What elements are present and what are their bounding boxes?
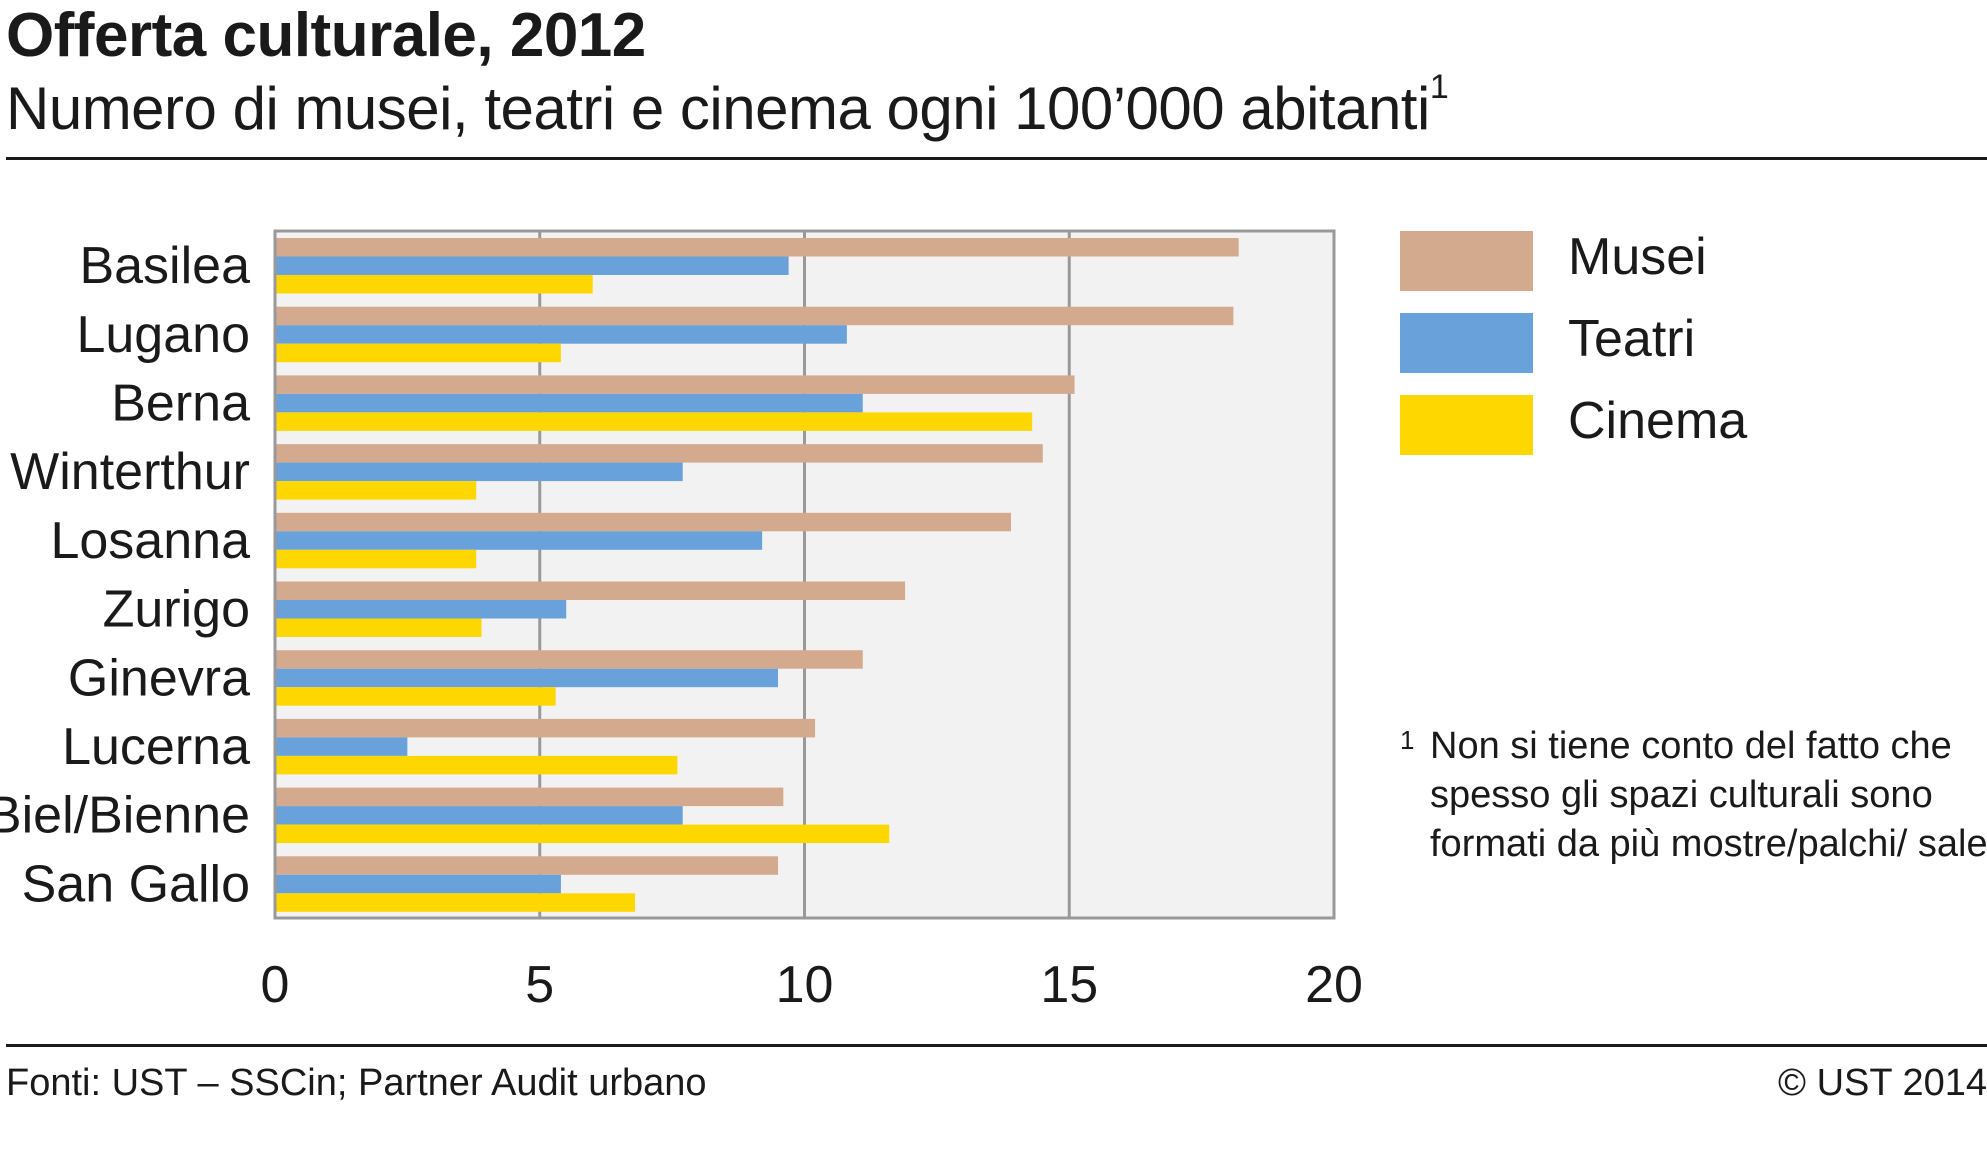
category-labels: Basilea Lugano Berna Winterthur Losanna Zurig… [0, 237, 250, 913]
bar-teatri-ginevra [275, 668, 779, 688]
category-label: Losanna [50, 512, 250, 570]
bar-teatri-berna [275, 393, 863, 413]
bar-musei-berna [275, 375, 1075, 394]
bar-teatri-losanna [275, 531, 763, 550]
chart-title: Offerta culturale, 2012 [6, 1, 646, 70]
x-axis-ticks: 0 5 10 15 20 [261, 956, 1363, 1014]
category-label: San Gallo [22, 855, 250, 913]
bar-cinema-winterthur [275, 481, 477, 500]
bar-musei-zurigo [275, 581, 906, 600]
bar-cinema-lucerna [275, 755, 678, 775]
category-label: Lucerna [62, 718, 250, 776]
bar-cinema-san-gallo [275, 893, 636, 912]
bars [275, 238, 1239, 912]
x-tick-label: 5 [525, 956, 554, 1014]
bar-musei-lucerna [275, 718, 816, 738]
x-tick-label: 0 [261, 956, 290, 1014]
bar-musei-ginevra [275, 650, 863, 669]
x-tick-label: 15 [1040, 956, 1098, 1014]
legend-swatch [1400, 231, 1533, 291]
bar-cinema-basilea [275, 275, 593, 294]
category-label: Lugano [76, 306, 250, 364]
bar-teatri-zurigo [275, 600, 567, 619]
bar-teatri-biel-bienne [275, 806, 683, 825]
bar-teatri-basilea [275, 256, 789, 275]
legend-label: Cinema [1568, 392, 1748, 450]
bar-cinema-ginevra [275, 687, 556, 706]
bar-musei-winterthur [275, 444, 1043, 463]
bar-teatri-winterthur [275, 462, 683, 482]
legend-label: Musei [1568, 228, 1707, 286]
x-tick-label: 20 [1305, 956, 1363, 1014]
subtitle-footnote-mark: 1 [1429, 68, 1449, 106]
bar-cinema-losanna [275, 549, 477, 569]
subtitle-text: Numero di musei, teatri e cinema ogni 10… [6, 75, 1430, 142]
legend-label: Teatri [1568, 310, 1696, 368]
legend-swatch [1400, 313, 1533, 373]
category-label: Ginevra [68, 649, 250, 707]
legend-swatch [1400, 395, 1533, 455]
category-label: Winterthur [10, 443, 250, 501]
category-label: Berna [111, 374, 250, 432]
copyright: © UST 2014 [1778, 1062, 1987, 1104]
bar-cinema-berna [275, 412, 1033, 431]
footnote-text: Non si tiene conto del fatto che spesso … [1430, 725, 1987, 865]
bar-musei-san-gallo [275, 856, 779, 875]
header-rule [6, 157, 1987, 160]
footnote-mark: 1 [1400, 725, 1415, 755]
source-note: Fonti: UST – SSCin; Partner Audit urbano [6, 1062, 707, 1104]
category-label: Biel/Bienne [0, 787, 250, 845]
x-tick-label: 10 [776, 956, 834, 1014]
category-label: Zurigo [103, 581, 250, 639]
plot-frame [273, 229, 1336, 920]
bar-musei-losanna [275, 512, 1012, 532]
bar-cinema-zurigo [275, 618, 482, 637]
bar-teatri-san-gallo [275, 874, 561, 894]
chart-subtitle: Numero di musei, teatri e cinema ogni 10… [6, 68, 1449, 143]
bar-musei-basilea [275, 238, 1239, 257]
bar-cinema-lugano [275, 343, 561, 363]
category-label: Basilea [79, 237, 250, 295]
bar-musei-lugano [275, 306, 1234, 326]
bar-musei-biel-bienne [275, 787, 784, 807]
bar-cinema-biel-bienne [275, 824, 890, 844]
footer-rule [6, 1044, 1987, 1047]
bar-teatri-lugano [275, 325, 847, 344]
bar-teatri-lucerna [275, 737, 408, 756]
